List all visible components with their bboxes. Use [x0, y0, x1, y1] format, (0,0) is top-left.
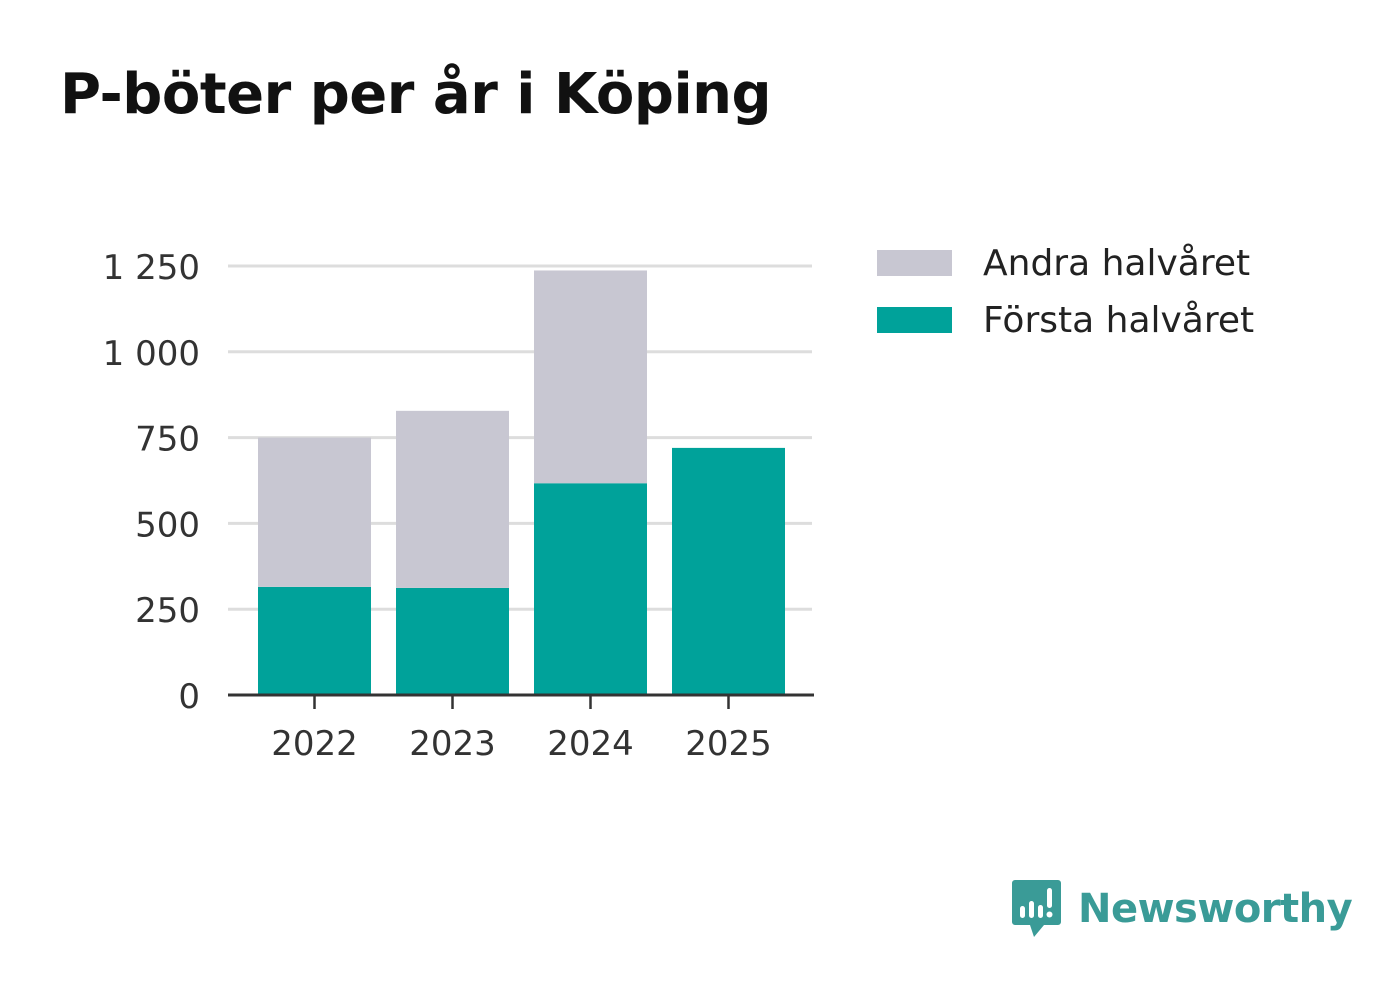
bar-forsta-halvaret-2024 — [534, 483, 647, 695]
y-tick-label: 0 — [178, 677, 200, 717]
chart-title: P-böter per år i Köping — [60, 62, 772, 127]
x-tick-label: 2022 — [271, 724, 358, 764]
brand-name: Newsworthy — [1078, 886, 1353, 932]
brand-logo: Newsworthy — [1010, 878, 1353, 940]
x-tick-label: 2025 — [685, 724, 772, 764]
legend-label: Första halvåret — [983, 299, 1255, 341]
legend-label: Andra halvåret — [983, 242, 1251, 284]
legend-swatch — [877, 250, 952, 276]
x-tick-label: 2024 — [547, 724, 634, 764]
legend-item: Första halvåret — [877, 297, 1254, 343]
x-tick-label: 2023 — [409, 724, 496, 764]
y-tick-label: 250 — [135, 591, 200, 631]
bar-forsta-halvaret-2023 — [396, 587, 509, 695]
bar-andra-halvaret-2022 — [258, 437, 371, 587]
newsworthy-logo-icon — [1012, 880, 1061, 937]
y-tick-label: 500 — [135, 505, 200, 545]
legend-swatch — [877, 307, 952, 333]
bar-andra-halvaret-2024 — [534, 270, 647, 484]
bar-forsta-halvaret-2022 — [258, 586, 371, 695]
y-tick-label: 1 250 — [103, 248, 200, 288]
y-tick-label: 750 — [135, 420, 200, 460]
bar-andra-halvaret-2023 — [396, 410, 509, 588]
y-tick-label: 1 000 — [103, 334, 200, 374]
chart-legend: Andra halvåret Första halvåret — [877, 240, 1254, 354]
bar-forsta-halvaret-2025 — [672, 447, 785, 695]
legend-item: Andra halvåret — [877, 240, 1254, 286]
